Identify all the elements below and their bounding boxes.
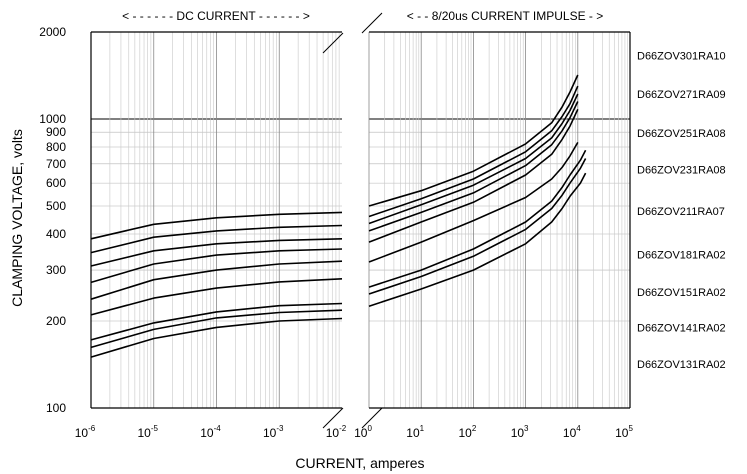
x-tick-exponent: -4 xyxy=(214,424,222,433)
x-tick-exponent: 5 xyxy=(628,424,633,433)
series-line-1-impulse xyxy=(368,74,579,207)
y-axis-title: CLAMPING VOLTAGE, volts xyxy=(9,129,25,307)
series-line-1-dc xyxy=(90,211,343,240)
series-line-4-impulse xyxy=(368,101,579,232)
x-tick-label: 101 xyxy=(406,424,424,440)
x-tick-base: 10 xyxy=(75,426,89,440)
series-line-2-impulse xyxy=(368,85,579,218)
series-line-8-impulse xyxy=(368,158,587,295)
series-line-6-impulse xyxy=(368,141,579,263)
series-label: D66ZOV271RA09 xyxy=(637,89,726,101)
x-tick-base: 10 xyxy=(354,426,368,440)
series-label: D66ZOV211RA07 xyxy=(637,206,725,218)
x-tick-label: 103 xyxy=(511,424,529,440)
plot-frame xyxy=(90,12,631,429)
x-tick-exponent: -3 xyxy=(276,424,284,433)
grid-layer xyxy=(90,31,630,409)
x-tick-base: 10 xyxy=(511,426,525,440)
series-label: D66ZOV131RA02 xyxy=(637,359,726,371)
axis-break-mark xyxy=(322,407,344,429)
series-label: D66ZOV231RA08 xyxy=(637,164,726,176)
x-tick-exponent: 4 xyxy=(576,424,581,433)
x-tick-label: 104 xyxy=(563,424,581,440)
x-tick-base: 10 xyxy=(615,426,629,440)
y-tick-label: 700 xyxy=(46,157,66,171)
series-line-3-dc xyxy=(90,238,343,267)
x-tick-exponent: -2 xyxy=(339,424,347,433)
x-tick-exponent: 0 xyxy=(367,424,372,433)
x-tick-base: 10 xyxy=(458,426,472,440)
y-tick-label: 1000 xyxy=(39,112,66,126)
x-tick-base: 10 xyxy=(326,426,340,440)
y-tick-label: 600 xyxy=(46,176,66,190)
x-tick-label: 10-2 xyxy=(326,424,347,440)
axis-break-mark xyxy=(322,32,344,54)
x-tick-label: 10-3 xyxy=(263,424,284,440)
series-label: D66ZOV301RA10 xyxy=(637,50,726,62)
x-tick-base: 10 xyxy=(138,426,152,440)
axis-break-mark xyxy=(361,12,383,34)
series-line-8-dc xyxy=(90,309,343,349)
series-line-9-impulse xyxy=(368,172,587,307)
x-tick-label: 100 xyxy=(354,424,372,440)
series-line-3-impulse xyxy=(368,93,579,225)
x-tick-base: 10 xyxy=(200,426,214,440)
y-tick-label: 100 xyxy=(46,401,66,415)
x-tick-exponent: 2 xyxy=(472,424,477,433)
series-line-5-dc xyxy=(90,260,343,300)
x-tick-exponent: 1 xyxy=(420,424,425,433)
x-tick-exponent: -5 xyxy=(151,424,159,433)
axis-break-mark xyxy=(361,407,383,429)
x-tick-label: 105 xyxy=(615,424,633,440)
x-tick-label: 10-5 xyxy=(138,424,159,440)
series-line-4-dc xyxy=(90,248,343,284)
x-tick-exponent: 3 xyxy=(524,424,529,433)
series-label: D66ZOV251RA08 xyxy=(637,128,726,140)
y-tick-label: 800 xyxy=(46,140,66,154)
y-tick-label: 200 xyxy=(46,314,66,328)
y-tick-label: 2000 xyxy=(39,25,66,39)
series-line-5-impulse xyxy=(368,108,579,243)
dc-region-header: < - - - - - - DC CURRENT - - - - - - > xyxy=(122,9,310,23)
x-axis-title: CURRENT, amperes xyxy=(295,455,424,471)
series-label: D66ZOV151RA02 xyxy=(637,287,726,299)
x-tick-base: 10 xyxy=(263,426,277,440)
series-layer xyxy=(90,74,587,358)
x-tick-label: 10-4 xyxy=(200,424,221,440)
x-tick-label: 10-6 xyxy=(75,424,96,440)
series-line-6-dc xyxy=(90,278,343,316)
series-label: D66ZOV181RA02 xyxy=(637,249,726,261)
impulse-region-header: < - - 8/20us CURRENT IMPULSE - > xyxy=(407,9,604,23)
y-tick-label: 300 xyxy=(46,263,66,277)
y-tick-label: 400 xyxy=(46,227,66,241)
series-line-9-dc xyxy=(90,317,343,358)
series-line-7-dc xyxy=(90,302,343,341)
series-line-2-dc xyxy=(90,224,343,254)
series-label: D66ZOV141RA02 xyxy=(637,322,726,334)
x-tick-base: 10 xyxy=(406,426,420,440)
x-tick-base: 10 xyxy=(563,426,577,440)
y-tick-label: 500 xyxy=(46,199,66,213)
y-tick-label: 900 xyxy=(46,125,66,139)
series-line-7-impulse xyxy=(368,149,587,288)
x-tick-exponent: -6 xyxy=(88,424,96,433)
x-tick-label: 102 xyxy=(458,424,476,440)
